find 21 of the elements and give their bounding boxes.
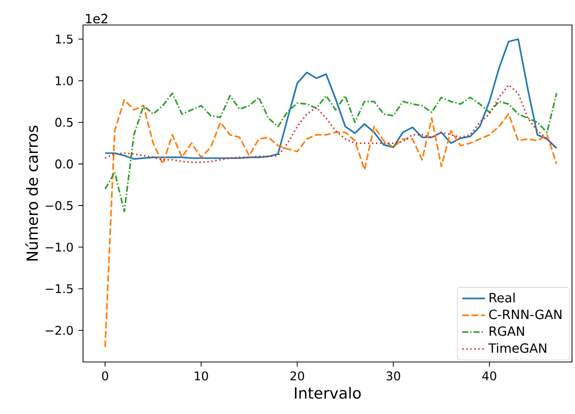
y-tick-label: −1.0 [46,242,73,252]
y-tick-label: 1.0 [56,76,73,86]
y-tick-label: −0.5 [46,201,73,210]
x-tick-label: 40 [482,371,496,380]
legend-label: TimeGAN [488,343,546,353]
x-tick-label: 20 [290,371,304,380]
legend-label: C-RNN-GAN [489,310,562,320]
y-axis-title: Número de carros [26,126,38,260]
line-series [104,92,558,212]
y-tick-label: 0.0 [55,159,73,168]
x-tick-label: 0 [102,371,108,380]
text: 1e2 [86,14,108,24]
y-tick-label: −2.0 [46,326,73,335]
y-tick-label: 1.5 [56,34,73,44]
y-tick-label: 0.5 [55,118,73,127]
x-axis-title: Intervalo [294,386,361,399]
x-tick-label: 30 [386,371,400,380]
x-tick-label: 10 [194,371,208,380]
y-tick-label: −1.5 [46,284,73,294]
legend-label: RGAN [490,326,524,336]
legend-label: Real [490,292,515,302]
